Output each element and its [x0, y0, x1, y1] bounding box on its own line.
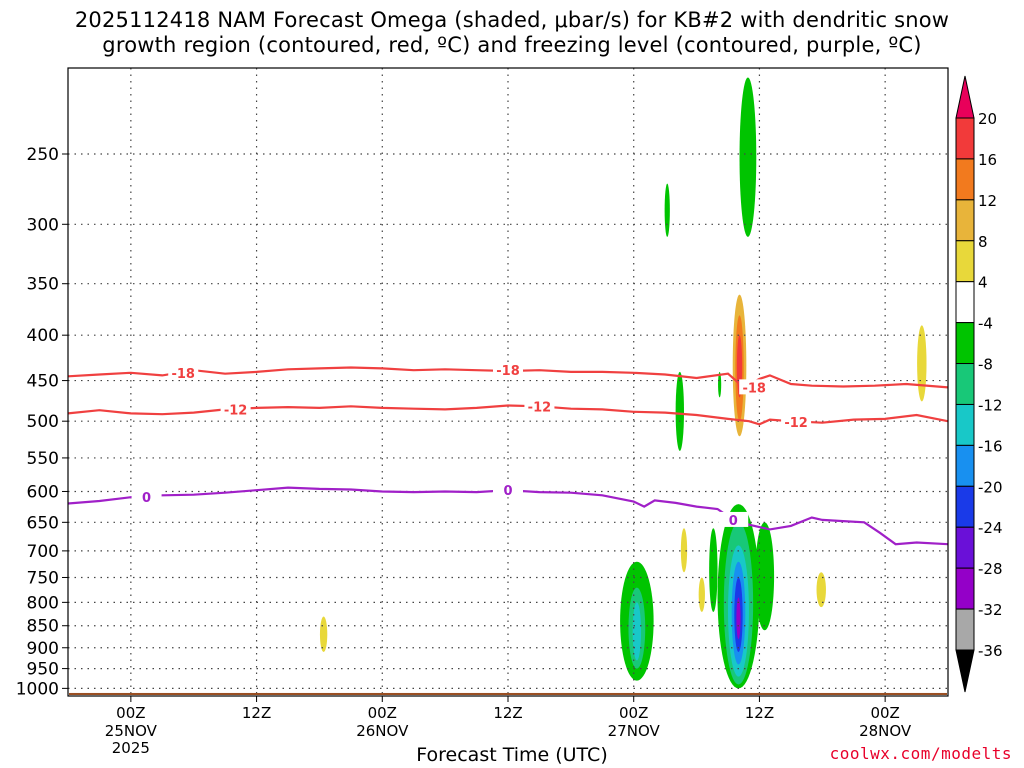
x-tick-date: 28NOV	[859, 722, 912, 740]
x-tick-label: 00Z	[870, 704, 899, 722]
colorbar-box	[955, 158, 975, 201]
omega-region-14	[632, 602, 642, 661]
contour-label-bg	[131, 489, 162, 505]
y-tick-label: 1000	[16, 679, 59, 699]
x-axis-title: Forecast Time (UTC)	[416, 744, 608, 766]
colorbar-box	[955, 403, 975, 446]
contour-label-bg	[168, 364, 199, 380]
colorbar-label: 8	[978, 233, 988, 251]
colorbar-box	[955, 608, 975, 651]
colorbar-box	[955, 526, 975, 569]
omega-region-9	[698, 577, 705, 612]
y-tick-label: 600	[27, 482, 59, 502]
colorbar-box	[955, 485, 975, 528]
colorbar-label: -16	[978, 437, 1003, 455]
y-tick-label: 450	[27, 372, 59, 392]
x-tick-label: 00Z	[619, 704, 648, 722]
colorbar-box	[955, 240, 975, 283]
omega-region-10	[816, 572, 826, 608]
contour-label-bg	[524, 398, 555, 414]
colorbar-box	[955, 444, 975, 487]
contour-label: -12	[528, 400, 552, 415]
colorbar-label: -36	[978, 642, 1003, 660]
omega-region-22	[709, 528, 718, 612]
omega-region-11	[319, 616, 328, 653]
contour-label: -12	[224, 403, 248, 418]
x-tick-label: 12Z	[745, 704, 774, 722]
x-tick-date: 25NOV	[105, 722, 158, 740]
y-tick-label: 650	[27, 513, 59, 533]
y-tick-label: 950	[27, 660, 59, 680]
colorbar-label: 16	[978, 151, 997, 169]
x-tick-label: 12Z	[242, 704, 271, 722]
colorbar-label: -32	[978, 601, 1003, 619]
y-tick-label: 550	[27, 449, 59, 469]
x-tick-label: 00Z	[368, 704, 397, 722]
contour-label-bg	[739, 379, 770, 395]
omega-region-7	[917, 325, 927, 402]
contour-label-bg	[220, 401, 251, 417]
colorbar-label: -12	[978, 396, 1003, 414]
contour-line	[68, 404, 948, 426]
x-tick-label: 12Z	[493, 704, 522, 722]
omega-region-2	[675, 371, 684, 451]
colorbar-label: 20	[978, 110, 997, 128]
y-tick-label: 300	[27, 215, 59, 235]
credit-text: coolwx.com/modelts	[829, 744, 1012, 763]
omega-region-20	[736, 597, 741, 640]
colorbar-box	[955, 567, 975, 610]
colorbar-box	[955, 281, 975, 324]
colorbar-label: -4	[978, 315, 993, 333]
contour-label-bg	[493, 362, 523, 378]
y-tick-label: 900	[27, 639, 59, 659]
omega-region-1	[664, 183, 670, 237]
contour-line	[68, 366, 948, 389]
omega-region-8	[680, 528, 688, 573]
contour-label-bg	[718, 511, 749, 527]
y-tick-label: 700	[27, 542, 59, 562]
colorbar-top-arrow	[955, 75, 975, 119]
y-tick-label: 350	[27, 275, 59, 295]
omega-region-21	[755, 522, 775, 631]
x-tick-date: 26NOV	[356, 722, 409, 740]
chart-title-line2: growth region (contoured, red, ºC) and f…	[102, 33, 922, 57]
y-tick-label: 850	[27, 617, 59, 637]
contour-label: -12	[784, 416, 808, 431]
y-tick-label: 500	[27, 412, 59, 432]
contour-label-bg	[493, 482, 523, 498]
colorbar-box	[955, 322, 975, 365]
omega-region-0	[739, 77, 757, 237]
contour-line	[68, 486, 948, 546]
colorbar-label: -24	[978, 519, 1003, 537]
colorbar-label: -8	[978, 356, 993, 374]
contour-label: -18	[496, 364, 520, 379]
contour-label-bg	[781, 413, 812, 429]
contour-label: 0	[503, 484, 512, 499]
omega-region-3	[718, 371, 722, 398]
chart-title-line1: 2025112418 NAM Forecast Omega (shaded, μ…	[74, 8, 950, 32]
colorbar-box	[955, 199, 975, 242]
y-tick-label: 750	[27, 568, 59, 588]
x-tick-date: 27NOV	[608, 722, 661, 740]
x-tick-year: 2025	[112, 739, 150, 757]
colorbar-label: -20	[978, 478, 1003, 496]
y-tick-label: 250	[27, 145, 59, 165]
contour-label: 0	[142, 491, 151, 506]
colorbar-label: 12	[978, 192, 997, 210]
x-tick-label: 00Z	[116, 704, 145, 722]
contour-label: -18	[171, 367, 195, 382]
colorbar-label: -28	[978, 560, 1003, 578]
ground-fill	[69, 692, 947, 695]
y-tick-label: 800	[27, 593, 59, 613]
colorbar-bottom-arrow	[955, 649, 975, 693]
colorbar-box	[955, 117, 975, 160]
colorbar-label: 4	[978, 274, 988, 292]
contour-label: -18	[742, 381, 766, 396]
y-tick-label: 400	[27, 326, 59, 346]
colorbar-box	[955, 363, 975, 405]
contour-label: 0	[729, 514, 738, 529]
